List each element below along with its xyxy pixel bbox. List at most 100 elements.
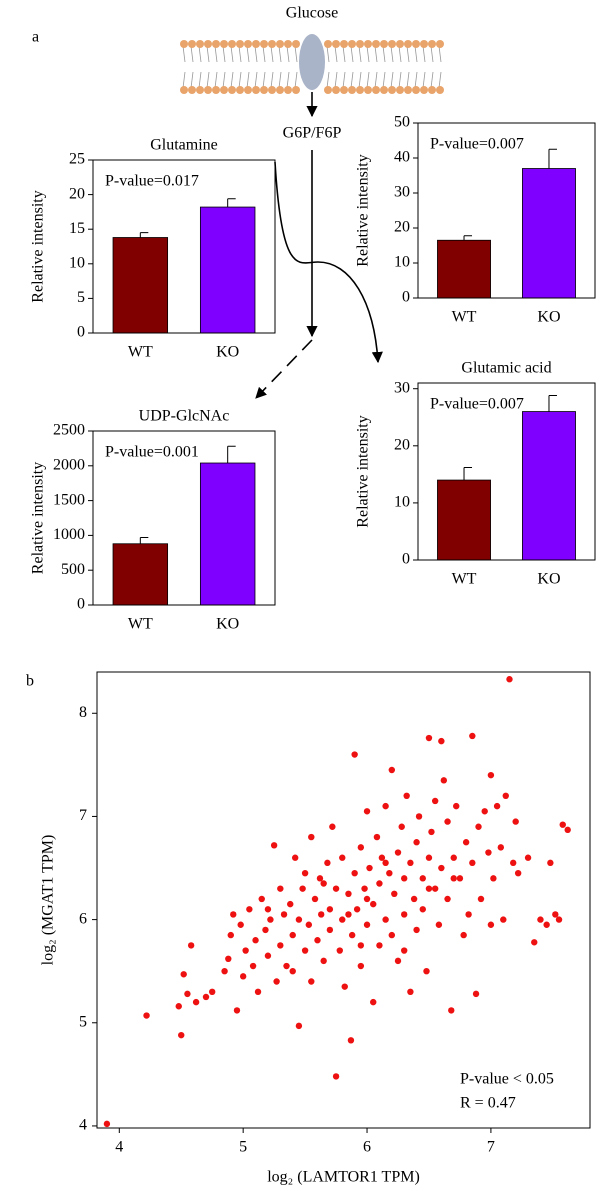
lipid-head xyxy=(236,40,244,48)
lipid-head xyxy=(188,40,196,48)
point xyxy=(386,869,393,877)
point xyxy=(419,875,426,882)
point xyxy=(103,1120,111,1128)
metabolite-label: Glucose xyxy=(286,5,338,22)
point xyxy=(438,737,445,745)
point xyxy=(370,900,377,908)
y-tick-label: 5 xyxy=(77,289,85,306)
point xyxy=(239,973,247,980)
point xyxy=(413,926,420,934)
y-tick-label: 7 xyxy=(79,807,87,824)
lipid-head xyxy=(260,40,268,48)
chart-title: Glutamic acid xyxy=(461,360,551,377)
point xyxy=(175,1003,182,1010)
point xyxy=(347,1037,355,1044)
lipid-head xyxy=(220,86,228,94)
point xyxy=(524,854,532,861)
lipid-head xyxy=(404,86,412,94)
point xyxy=(339,854,346,861)
lipid-head xyxy=(260,86,268,94)
point xyxy=(472,990,480,998)
y-tick-label: 20 xyxy=(69,185,85,202)
lipid-tail xyxy=(190,71,194,89)
lipid-head xyxy=(340,40,348,48)
lipid-tail xyxy=(182,71,186,89)
lipid-tail xyxy=(438,71,442,89)
lipid-head xyxy=(236,86,244,94)
y-tick-label: 50 xyxy=(394,114,410,131)
y-tick-label: 8 xyxy=(79,704,87,721)
lipid-tail xyxy=(422,71,426,89)
plot-frame xyxy=(417,122,596,299)
membrane xyxy=(180,40,444,94)
x-tick-label: KO xyxy=(537,309,560,326)
point xyxy=(431,797,439,805)
point xyxy=(487,921,495,928)
lipid-tail xyxy=(246,71,250,89)
lipid-head xyxy=(196,86,204,94)
point xyxy=(192,998,200,1006)
y-tick-label: 0 xyxy=(77,596,85,613)
lipid-head xyxy=(292,40,300,48)
point xyxy=(531,939,538,946)
point xyxy=(438,864,445,872)
point xyxy=(289,967,296,975)
plot-frame xyxy=(417,382,596,561)
lipid-tail xyxy=(270,45,274,63)
error-bar xyxy=(463,467,473,481)
lipid-head xyxy=(364,86,372,94)
point xyxy=(316,875,324,882)
lipid-head xyxy=(204,40,212,48)
point xyxy=(394,957,402,965)
lipid-tail xyxy=(254,45,258,63)
point xyxy=(398,823,405,830)
point xyxy=(267,916,274,923)
point xyxy=(400,875,408,882)
lipid-tail xyxy=(230,45,234,63)
plot-frame xyxy=(92,430,276,606)
point xyxy=(370,998,377,1006)
y-axis-label: Relative intensity xyxy=(30,190,47,302)
bar xyxy=(522,168,576,299)
point xyxy=(225,955,232,963)
point xyxy=(382,802,389,810)
lipid-tail xyxy=(342,71,346,89)
lipid-tail xyxy=(278,71,282,89)
point xyxy=(477,895,485,903)
point xyxy=(202,993,210,1001)
lipid-head xyxy=(252,40,260,48)
lipid-head xyxy=(348,40,356,48)
point xyxy=(400,911,408,918)
point xyxy=(400,947,408,954)
lipid-head xyxy=(436,40,444,48)
lipid-head xyxy=(284,40,292,48)
y-tick-label: 10 xyxy=(69,254,85,271)
point xyxy=(440,777,448,784)
point xyxy=(502,792,509,800)
point xyxy=(295,1022,303,1030)
x-tick-label: KO xyxy=(216,344,239,361)
y-tick-label: 30 xyxy=(394,379,410,396)
lipid-tail xyxy=(382,45,386,63)
y-tick-label: 25 xyxy=(69,151,85,168)
lipid-head xyxy=(420,40,428,48)
point xyxy=(351,751,358,758)
point xyxy=(326,906,334,913)
point xyxy=(180,971,187,978)
point xyxy=(462,839,470,846)
chart-title: Glutamine xyxy=(150,137,218,154)
point xyxy=(469,859,476,867)
x-tick-label: WT xyxy=(128,616,153,633)
point xyxy=(249,962,257,970)
point xyxy=(357,962,365,970)
point xyxy=(233,1007,241,1014)
y-tick-label: 0 xyxy=(402,289,410,306)
lipid-head xyxy=(372,86,380,94)
point xyxy=(264,952,272,959)
annotation: P-value=0.017 xyxy=(105,173,199,190)
error-bar xyxy=(139,232,149,238)
annotation: P-value=0.001 xyxy=(105,444,199,461)
point xyxy=(345,911,352,918)
point xyxy=(543,921,550,928)
lipid-tail xyxy=(390,45,394,63)
